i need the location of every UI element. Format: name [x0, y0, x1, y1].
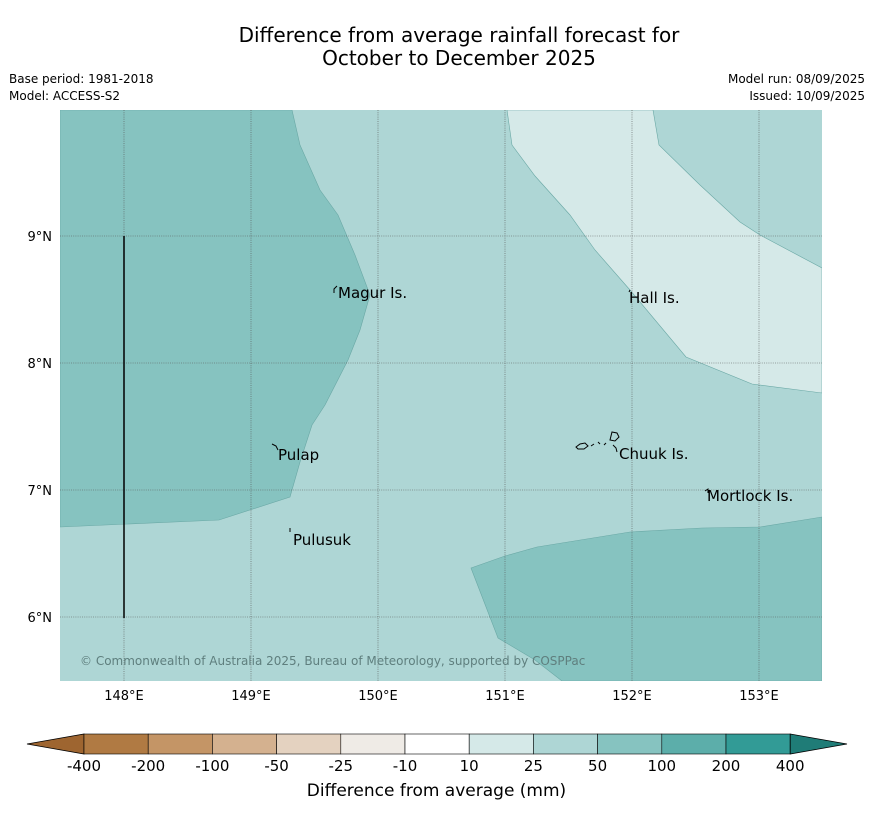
region-50-100-southeast: [470, 516, 822, 681]
island-outlines: [271, 285, 709, 532]
colorbar-segment: [597, 733, 663, 755]
colorbar-segment: [725, 733, 791, 755]
base-period-text: Base period: 1981-2018: [9, 72, 154, 86]
colorbar-tick-label: -100: [195, 757, 229, 775]
colorbar: -400 -200 -100 -50 -25 -10 10 25 50 100 200 400: [26, 733, 848, 775]
issued-text: Issued: 10/09/2025: [749, 89, 865, 103]
lon-tick-label: 150°E: [358, 689, 398, 704]
lat-tick-label: 8°N: [28, 357, 53, 372]
model-text: Model: ACCESS-S2: [9, 89, 121, 103]
colorbar-segment: [468, 733, 534, 755]
pulap-label: Pulap: [278, 446, 319, 464]
hall-island-shape: [628, 289, 631, 293]
copyright-text: © Commonwealth of Australia 2025, Bureau…: [80, 654, 585, 668]
colorbar-segment: [340, 733, 406, 755]
pulap-island-shape: [271, 443, 279, 451]
colorbar-tick-label: -400: [67, 757, 101, 775]
colorbar-tick-label: -50: [264, 757, 289, 775]
pulusuk-label: Pulusuk: [293, 531, 351, 549]
lon-tick-label: 152°E: [612, 689, 652, 704]
colorbar-tick-label: 200: [712, 757, 741, 775]
colorbar-tick-label: 400: [776, 757, 805, 775]
hall-label: Hall Is.: [629, 289, 680, 307]
lon-tick-label: 153°E: [739, 689, 779, 704]
colorbar-tick-label: 50: [588, 757, 607, 775]
colorbar-tick-label: 10: [460, 757, 479, 775]
title-line-1: Difference from average rainfall forecas…: [238, 23, 680, 47]
mortlock-island-shape: [704, 488, 709, 493]
lon-tick-label: 148°E: [104, 689, 144, 704]
colorbar-tick-label: 100: [647, 757, 676, 775]
colorbar-title: Difference from average (mm): [306, 781, 567, 801]
colorbar-segment: [404, 733, 470, 755]
chuuk-island-shape: [575, 431, 620, 453]
colorbar-tick-label: -25: [329, 757, 354, 775]
colorbar-segment: [533, 733, 598, 755]
lat-tick-labels: 9°N 8°N 7°N 6°N: [28, 230, 53, 626]
lat-tick-label: 6°N: [28, 611, 53, 626]
place-labels: Magur Is. Hall Is. Pulap Chuuk Is. Mortl…: [278, 284, 793, 549]
colorbar-extend-high: [789, 733, 848, 755]
colorbar-segment: [83, 733, 149, 755]
colorbar-extend-low: [26, 733, 85, 755]
lon-tick-label: 149°E: [231, 689, 271, 704]
lat-tick-label: 9°N: [28, 230, 53, 245]
title-line-2: October to December 2025: [322, 46, 596, 70]
graticule: [60, 110, 822, 681]
colorbar-segment: [661, 733, 727, 755]
region-10-25-northeast: [506, 110, 822, 394]
colorbar-tick-label: -10: [393, 757, 418, 775]
lon-tick-labels: 148°E 149°E 150°E 151°E 152°E 153°E: [104, 689, 779, 704]
colorbar-segment: [276, 733, 342, 755]
model-run-text: Model run: 08/09/2025: [727, 72, 865, 86]
region-50-100-west: [60, 110, 371, 528]
magur-island-shape: [333, 285, 338, 293]
colorbar-tick-label: -200: [131, 757, 165, 775]
lat-tick-label: 7°N: [28, 484, 53, 499]
map-plot-area: [60, 110, 822, 681]
lon-tick-label: 151°E: [485, 689, 525, 704]
magur-label: Magur Is.: [338, 284, 407, 302]
colorbar-tick-label: 25: [524, 757, 543, 775]
mortlock-label: Mortlock Is.: [707, 487, 793, 505]
colorbar-segment: [147, 733, 213, 755]
colorbar-segment: [212, 733, 277, 755]
chuuk-label: Chuuk Is.: [619, 445, 688, 463]
